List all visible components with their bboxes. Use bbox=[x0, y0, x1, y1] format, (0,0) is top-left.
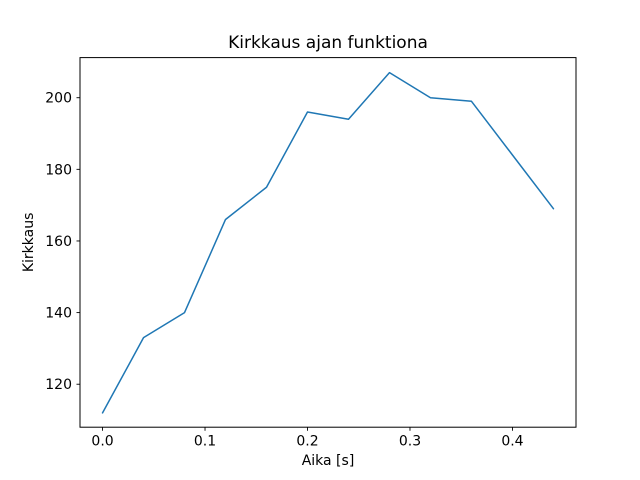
x-tick-label: 0.0 bbox=[91, 434, 113, 450]
x-tick-label: 0.3 bbox=[399, 434, 421, 450]
x-tick-label: 0.4 bbox=[501, 434, 523, 450]
x-tick-label: 0.2 bbox=[296, 434, 318, 450]
x-axis-ticks: 0.0 0.1 0.2 0.3 0.4 bbox=[91, 427, 524, 450]
y-tick-label: 120 bbox=[45, 377, 72, 393]
x-axis-label: Aika [s] bbox=[302, 453, 355, 469]
y-tick-label: 160 bbox=[45, 234, 72, 250]
chart-title: Kirkkaus ajan funktiona bbox=[228, 33, 428, 53]
y-tick-label: 200 bbox=[45, 91, 72, 107]
y-tick-label: 180 bbox=[45, 162, 72, 178]
x-tick-label: 0.1 bbox=[194, 434, 216, 450]
data-line bbox=[101, 71, 555, 414]
y-axis-ticks: 120 140 160 180 200 bbox=[45, 91, 80, 393]
y-axis-label: Kirkkaus bbox=[21, 213, 37, 273]
plot-area bbox=[79, 57, 577, 428]
y-tick-label: 140 bbox=[45, 306, 72, 322]
